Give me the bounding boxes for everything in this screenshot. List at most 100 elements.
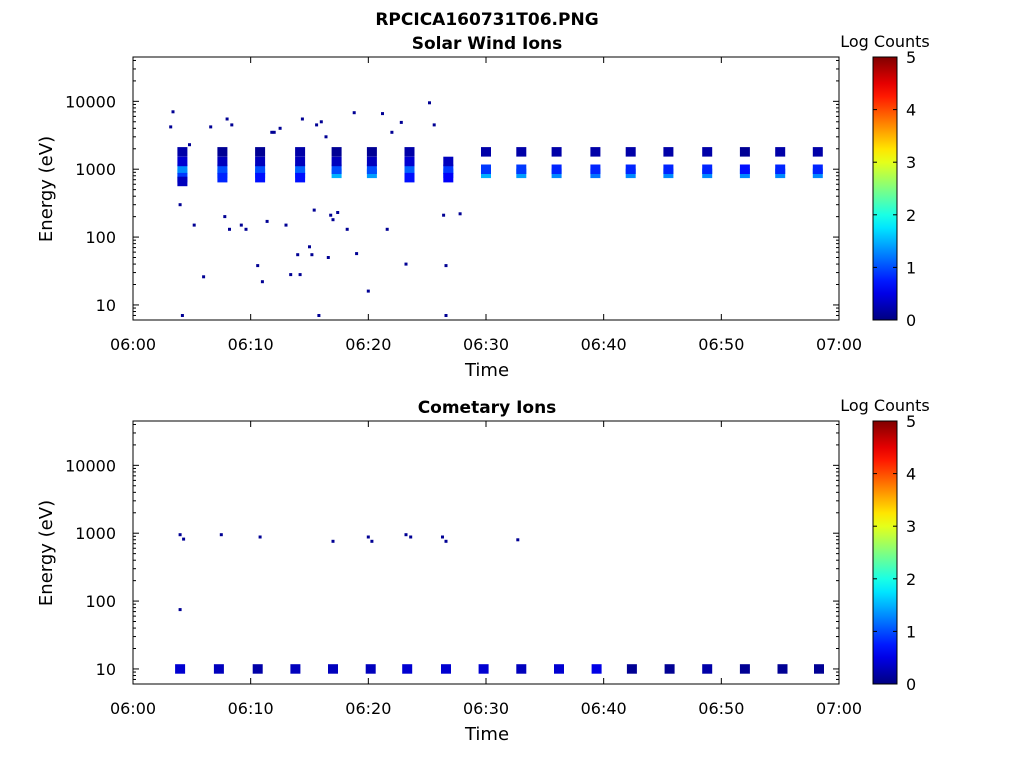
solar-wind-ions-spectrum-cell <box>217 156 228 167</box>
cometary-ions-spectrum-cell <box>441 664 451 674</box>
cometary-ions-spectrum-cell <box>814 664 824 674</box>
solar-wind-ions-count-speck <box>444 314 448 317</box>
solar-wind-ions-count-speck <box>225 117 229 121</box>
solar-wind-ions-count-speck <box>284 223 288 227</box>
solar-wind-ions-x-tick-label: 06:30 <box>463 335 509 354</box>
solar-wind-ions-colorbar-tick-label: 1 <box>906 258 916 277</box>
solar-wind-ions-count-speck <box>300 117 304 121</box>
solar-wind-ions-x-tick-label: 07:00 <box>816 335 862 354</box>
cometary-ions-y-tick-label: 10 <box>96 660 116 679</box>
cometary-ions-title: Cometary Ions <box>418 398 557 418</box>
solar-wind-ions-spectrum-cell <box>295 147 306 157</box>
solar-wind-ions-count-speck <box>256 264 260 268</box>
solar-wind-ions-count-speck <box>355 252 359 256</box>
solar-wind-ions-count-speck <box>188 143 191 147</box>
solar-wind-ions-spectrum-cell <box>663 164 674 174</box>
solar-wind-ions-title: Solar Wind Ions <box>412 34 563 54</box>
solar-wind-ions-colorbar-tick-label: 2 <box>906 206 916 225</box>
solar-wind-ions-count-speck <box>329 213 333 217</box>
solar-wind-ions-spectrum-cell <box>551 147 562 157</box>
solar-wind-ions-count-speck <box>308 245 311 249</box>
cometary-ions-count-speck <box>331 539 335 543</box>
cometary-ions-plot: 06:00 06:10 06:20 06:30 06:40 06:50 07:0010100… <box>65 412 916 718</box>
solar-wind-ions-spectrum-cell <box>481 147 491 157</box>
solar-wind-ions-count-speck <box>317 314 321 317</box>
cometary-ions-x-tick-label: 07:00 <box>816 699 862 718</box>
solar-wind-ions-spectrum-cell <box>663 147 674 157</box>
solar-wind-ions-spectrum-cell <box>331 147 342 157</box>
solar-wind-ions-colorbar-tick-label: 3 <box>906 153 916 172</box>
cometary-ions-y-tick-label: 10000 <box>65 456 116 475</box>
cometary-ions-y-axis-label: Energy (eV) <box>36 500 57 606</box>
solar-wind-ions-axes-frame <box>132 56 840 321</box>
solar-wind-ions-x-tick-label: 06:00 <box>110 335 156 354</box>
solar-wind-ions-spectrum-cell <box>295 156 306 167</box>
solar-wind-ions-spectrum-cell <box>255 164 266 174</box>
cometary-ions-spectrum-cell <box>777 664 788 674</box>
cometary-ions-count-speck <box>258 535 262 539</box>
solar-wind-ions-count-speck <box>289 273 293 277</box>
solar-wind-ions-count-speck <box>315 123 319 127</box>
solar-wind-ions-spectrum-cell <box>775 147 786 157</box>
cometary-ions-colorbar-label: Log Counts <box>840 396 930 415</box>
cometary-ions-spectrum-cell <box>664 664 675 674</box>
solar-wind-ions-spectrum-cell <box>366 164 377 174</box>
solar-wind-ions-count-speck <box>345 227 349 231</box>
cometary-ions-count-speck <box>409 535 413 539</box>
solar-wind-ions-x-tick-label: 06:20 <box>345 335 391 354</box>
solar-wind-ions-count-speck <box>298 273 302 277</box>
solar-wind-ions-spectrum-cell <box>404 172 415 183</box>
solar-wind-ions-count-speck <box>366 289 370 293</box>
solar-wind-ions-spectrum-cell <box>295 164 306 174</box>
cometary-ions-spectrum-cell <box>252 664 263 674</box>
solar-wind-ions-count-speck <box>390 130 394 134</box>
solar-wind-ions-count-speck <box>404 262 408 266</box>
solar-wind-ions-spectrum-cell <box>366 156 377 167</box>
solar-wind-ions-colorbar-tick-label: 5 <box>906 48 916 67</box>
cometary-ions-panel: Cometary Ions 06:00 06:10 06:20 06:30 06:40 0… <box>36 396 930 745</box>
solar-wind-ions-spectrum-cell <box>739 147 750 157</box>
solar-wind-ions-spectrum-cell <box>443 156 454 167</box>
solar-wind-ions-count-speck <box>381 112 384 116</box>
solar-wind-ions-count-speck <box>178 203 182 207</box>
solar-wind-ions-spectrum-cell <box>255 147 266 157</box>
solar-wind-ions-count-speck <box>296 253 300 257</box>
solar-wind-ions-colorbar-tick-label: 4 <box>906 101 916 120</box>
solar-wind-ions-colorbar-label: Log Counts <box>840 32 930 51</box>
cometary-ions-x-tick-label: 06:40 <box>581 699 627 718</box>
solar-wind-ions-spectrum-cell <box>177 176 188 187</box>
solar-wind-ions-y-tick-label: 1000 <box>75 160 116 179</box>
solar-wind-ions-count-speck <box>428 101 431 105</box>
solar-wind-ions-spectrum-cell <box>255 156 266 167</box>
solar-wind-ions-count-speck <box>209 125 213 129</box>
solar-wind-ions-spectrum-cell <box>516 164 527 174</box>
solar-wind-ions-y-tick-label: 10000 <box>65 92 116 111</box>
solar-wind-ions-spectrum-cell <box>812 164 823 174</box>
solar-wind-ions-spectrum-cell <box>217 172 228 183</box>
solar-wind-ions-count-speck <box>230 123 234 127</box>
solar-wind-ions-count-speck <box>228 227 231 231</box>
solar-wind-ions-spectrum-cell <box>702 147 713 157</box>
cometary-ions-spectrum-cell <box>175 664 186 674</box>
solar-wind-ions-count-speck <box>244 227 248 231</box>
solar-wind-ions-count-speck <box>336 211 340 214</box>
cometary-ions-spectrum-cell <box>702 664 713 674</box>
cometary-ions-colorbar-tick-label: 2 <box>906 570 916 589</box>
solar-wind-ions-x-tick-label: 06:40 <box>581 335 627 354</box>
cometary-ions-spectrum-cell <box>365 664 376 674</box>
cometary-ions-colorbar-tick-label: 0 <box>906 675 916 694</box>
solar-wind-ions-colorbar <box>872 56 898 321</box>
solar-wind-ions-spectrum-cell <box>590 147 601 157</box>
solar-wind-ions-spectrum-cell <box>443 172 454 183</box>
solar-wind-ions-spectrum-cell <box>177 164 188 174</box>
solar-wind-ions-spectrum-cell <box>590 164 601 174</box>
cometary-ions-x-tick-label: 06:30 <box>463 699 509 718</box>
solar-wind-ions-count-speck <box>260 280 264 284</box>
solar-wind-ions-count-speck <box>385 227 389 231</box>
solar-wind-ions-spectrum-cell <box>516 147 527 157</box>
solar-wind-ions-spectrum-cell <box>217 164 228 174</box>
cometary-ions-count-speck <box>444 539 448 543</box>
cometary-ions-colorbar-tick-label: 3 <box>906 517 916 536</box>
solar-wind-ions-spectrum-cell <box>551 164 562 174</box>
solar-wind-ions-count-speck <box>312 208 316 212</box>
